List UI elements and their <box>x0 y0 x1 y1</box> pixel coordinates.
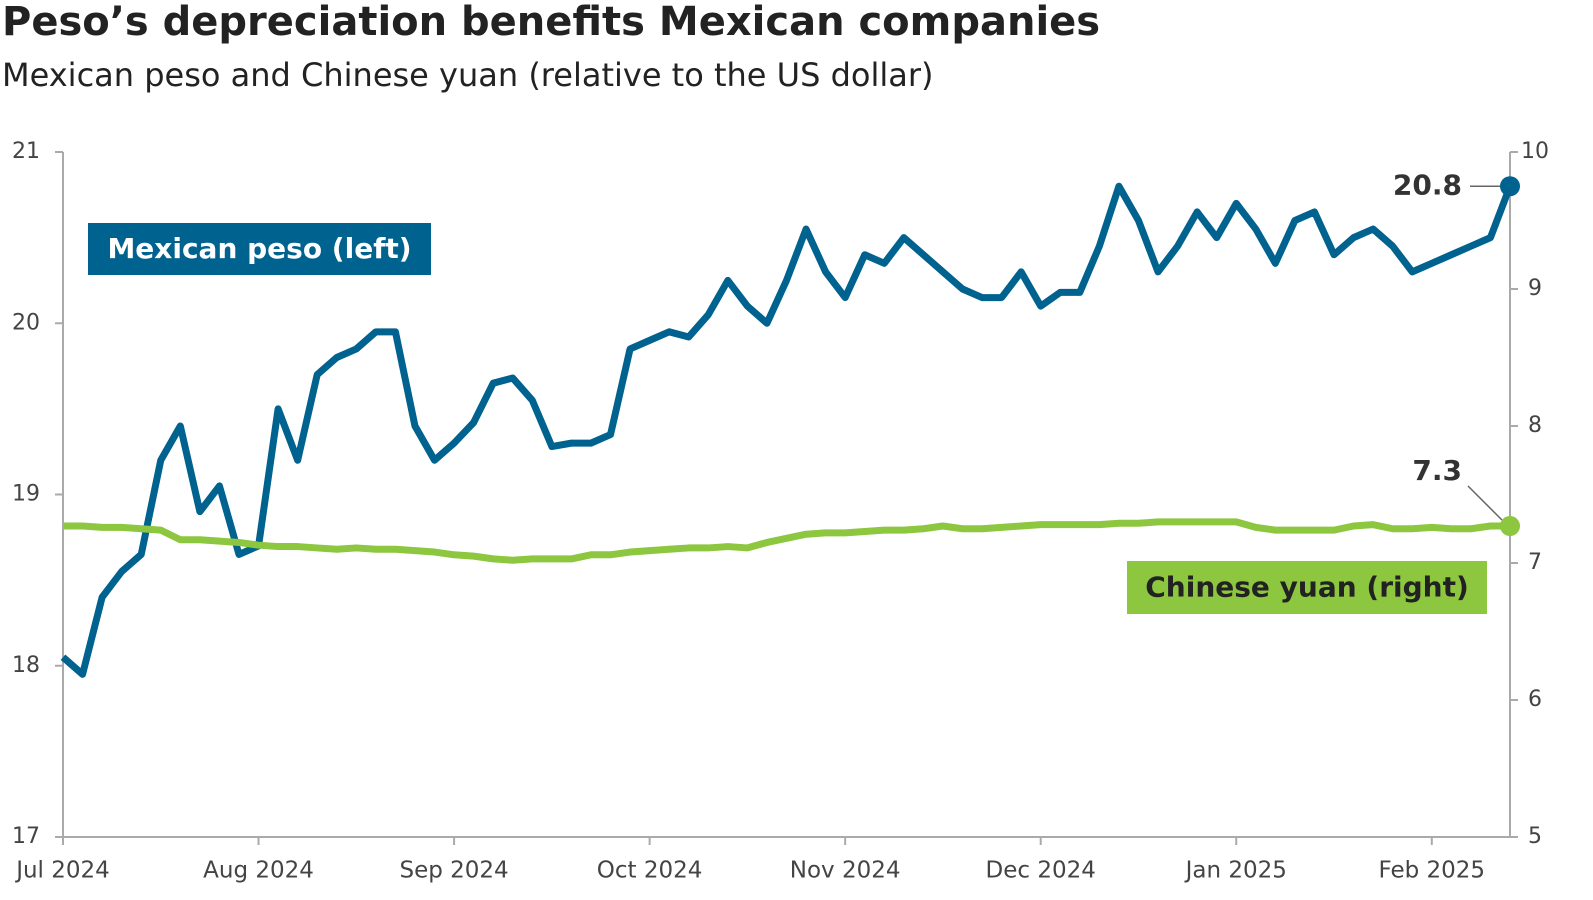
x-tick-label: Sep 2024 <box>399 858 508 884</box>
legend-label: Chinese yuan (right) <box>1145 571 1469 604</box>
series-line <box>60 182 1514 678</box>
y-tick-label: 18 <box>12 653 40 678</box>
x-tick-label: Nov 2024 <box>790 858 901 884</box>
legend-label: Mexican peso (left) <box>107 232 411 265</box>
x-tick-label: Jan 2025 <box>1184 858 1287 884</box>
chart-subtitle: Mexican peso and Chinese yuan (relative … <box>2 56 933 94</box>
y2-tick-label: 6 <box>1528 687 1542 712</box>
end-label: 7.3 <box>1412 454 1462 487</box>
y2-tick-label: 9 <box>1528 276 1542 301</box>
chart-title: Peso’s depreciation benefits Mexican com… <box>2 0 1100 45</box>
series-line <box>63 518 1510 564</box>
label-connector <box>1467 485 1503 521</box>
y2-tick-label: 10 <box>1521 139 1549 164</box>
y-tick-label: 17 <box>12 824 40 849</box>
end-label: 20.8 <box>1393 168 1462 201</box>
x-tick-label: Dec 2024 <box>986 858 1096 884</box>
y2-tick-label: 7 <box>1528 550 1542 575</box>
y-tick-label: 20 <box>12 310 40 335</box>
end-point <box>1500 516 1520 537</box>
legend-box <box>88 223 431 275</box>
x-tick-label: Feb 2025 <box>1378 858 1485 884</box>
x-tick-label: Aug 2024 <box>203 858 314 884</box>
y2-tick-label: 5 <box>1528 824 1542 849</box>
x-tick-label: Oct 2024 <box>597 858 703 884</box>
end-point <box>1500 176 1520 197</box>
legend-box <box>1127 561 1487 614</box>
x-tick-label: Jul 2024 <box>14 858 110 884</box>
y-tick-label: 19 <box>12 482 40 507</box>
y2-tick-label: 8 <box>1528 413 1542 438</box>
y-tick-label: 21 <box>12 139 40 164</box>
